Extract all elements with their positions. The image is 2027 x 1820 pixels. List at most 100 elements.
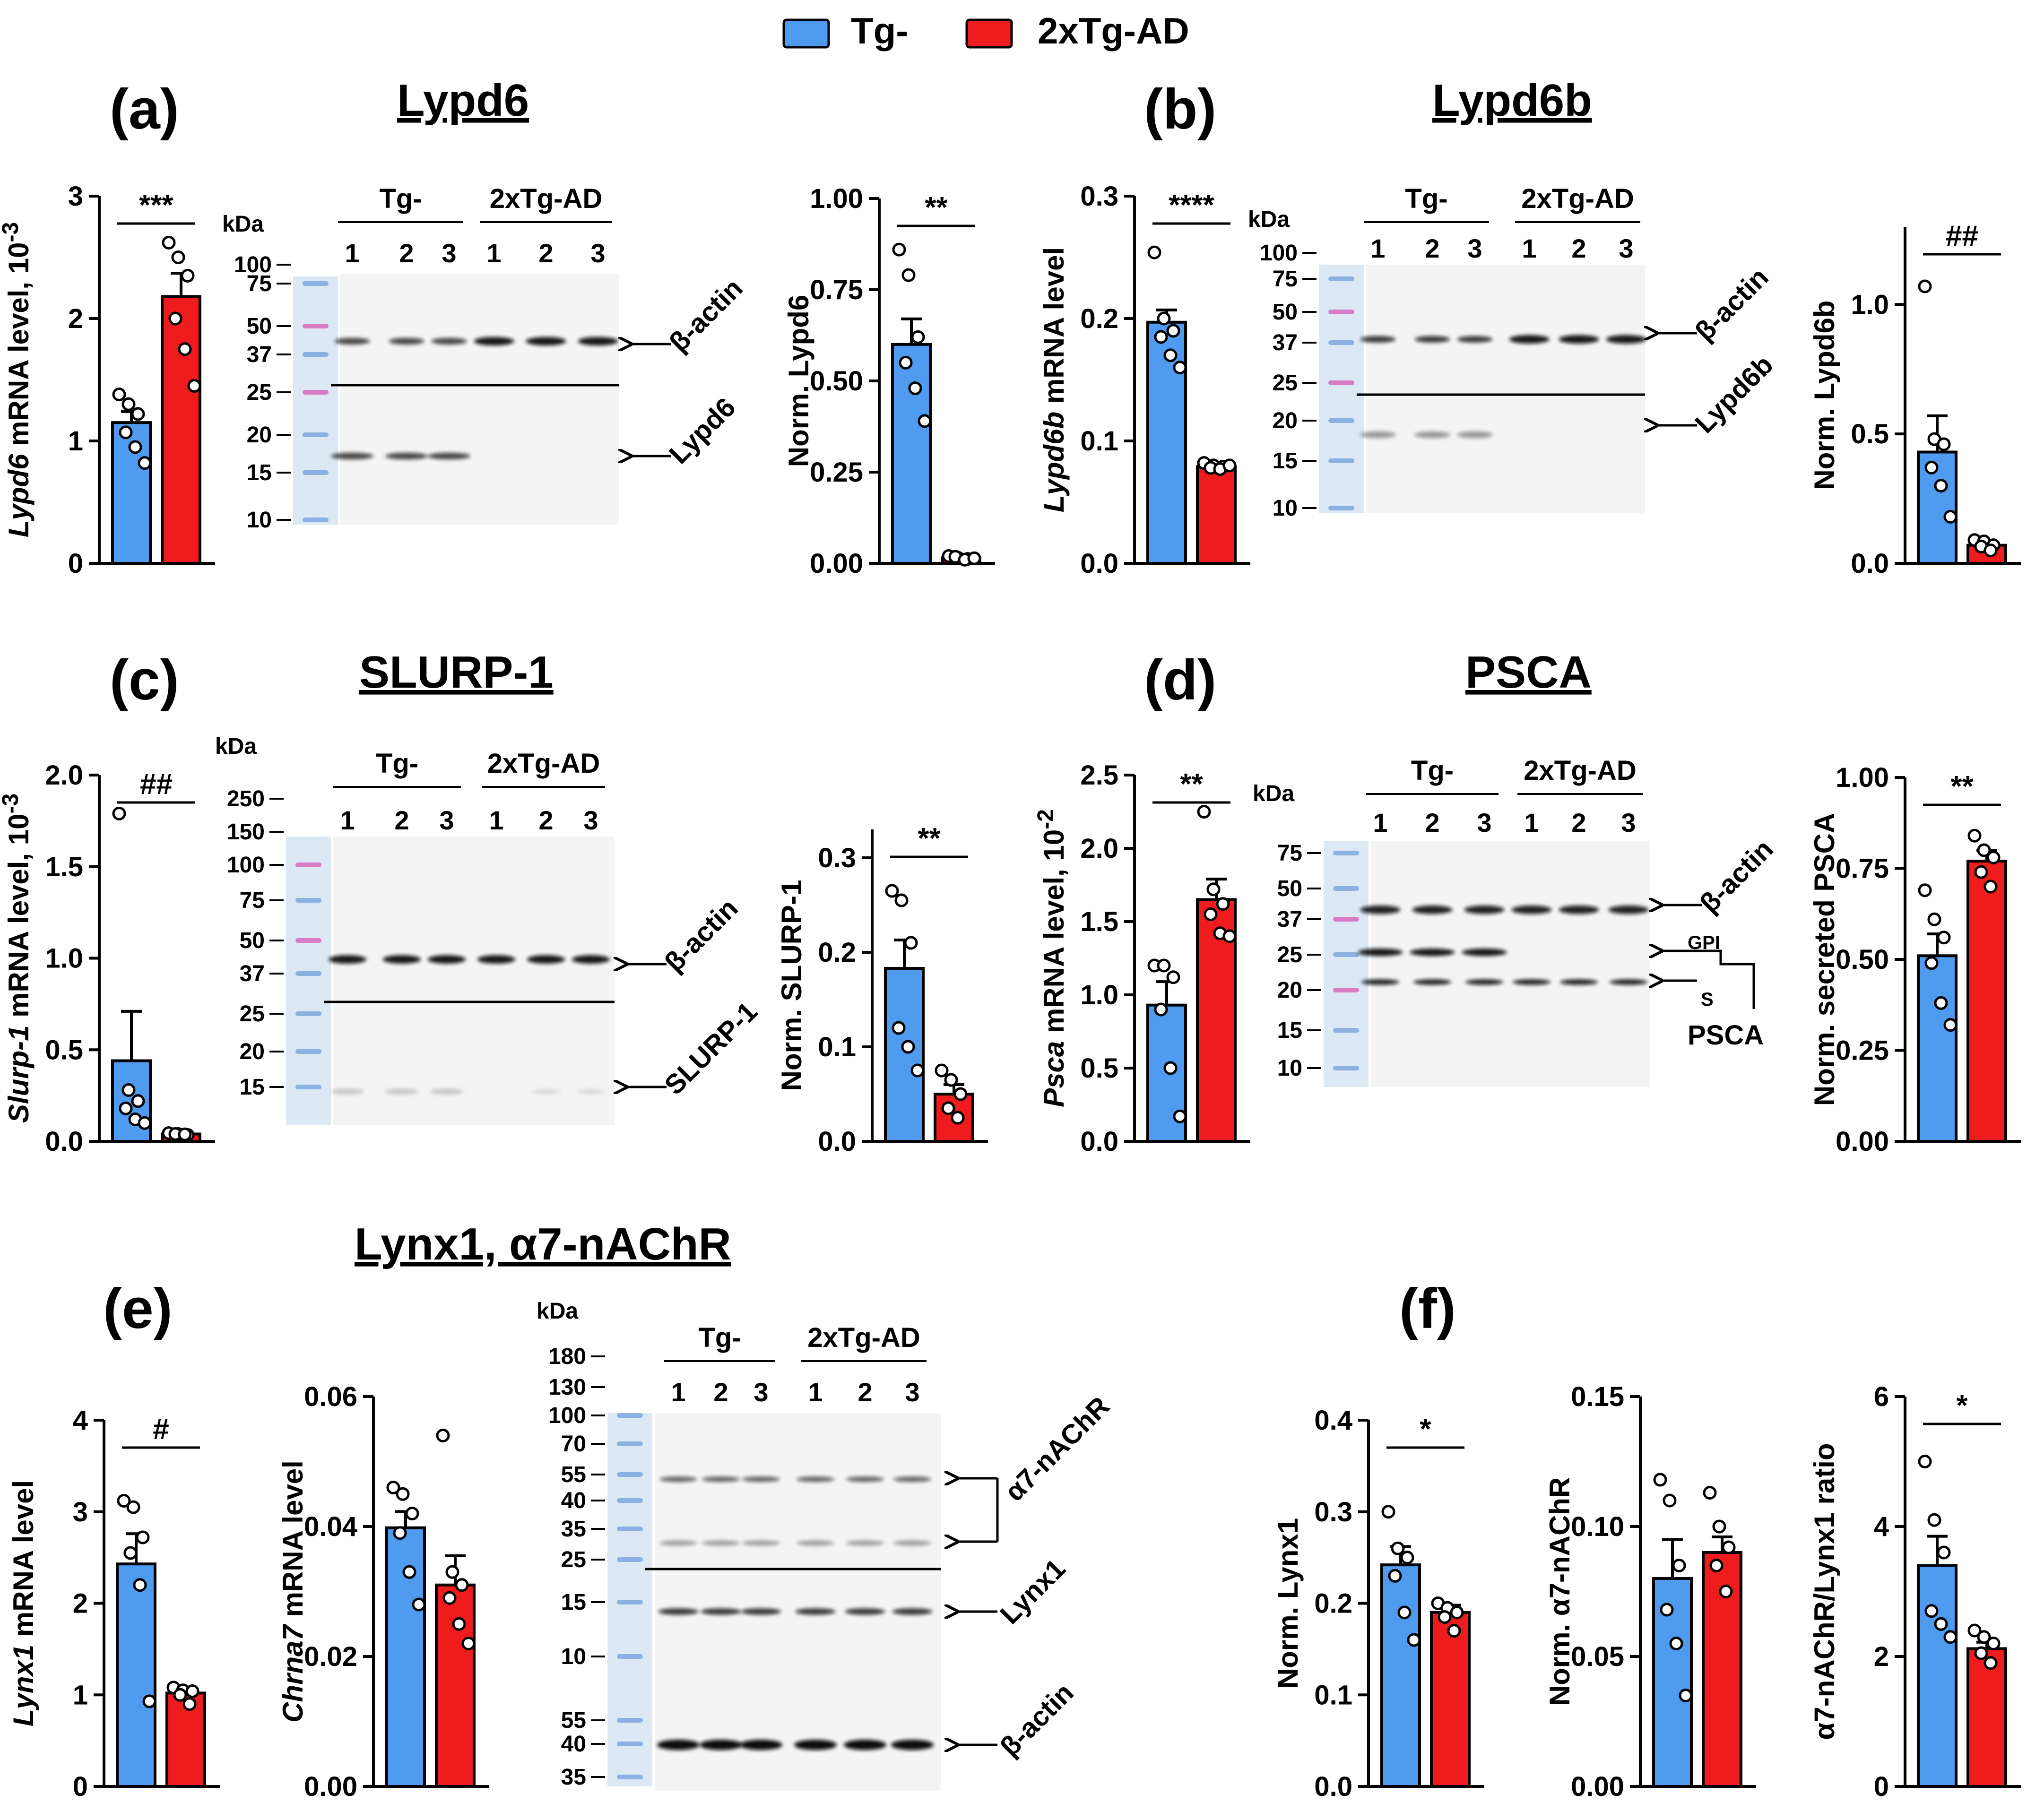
marker-label: 55 bbox=[561, 1708, 586, 1733]
data-point bbox=[967, 551, 981, 565]
ladder-strip bbox=[293, 276, 338, 525]
lane-label: 1 bbox=[340, 805, 355, 835]
data-point bbox=[1986, 850, 2001, 864]
marker-label: 35 bbox=[561, 1765, 586, 1790]
ladder-band bbox=[1328, 310, 1354, 314]
ladder-band bbox=[295, 863, 321, 867]
data-point bbox=[1974, 1646, 1988, 1660]
ladder-band bbox=[295, 898, 321, 903]
data-point bbox=[1984, 880, 1998, 894]
legend: Tg- 2xTg-AD bbox=[782, 10, 1189, 52]
ladder-band bbox=[1333, 886, 1359, 891]
ladder-band bbox=[295, 1011, 321, 1016]
marker-label: 15 bbox=[1277, 1018, 1302, 1043]
ladder-band bbox=[303, 390, 329, 395]
panel-letter-e: (e) bbox=[103, 1277, 173, 1340]
y-axis-label: α7-nAChR/Lynx1 ratio bbox=[1809, 1443, 1840, 1740]
y-axis-label: Norm. Lynx1 bbox=[1272, 1518, 1304, 1689]
lane-label: 3 bbox=[1619, 233, 1633, 263]
protein-band bbox=[659, 1476, 697, 1482]
y-tick-label: 1.5 bbox=[1080, 906, 1118, 937]
marker-label: 10 bbox=[561, 1644, 586, 1669]
protein-band bbox=[1410, 949, 1455, 956]
chart-f3: 0 2 4 6 α7-nAChR/Lynx1 ratio * bbox=[1809, 1381, 2021, 1802]
marker-label: 15 bbox=[1273, 449, 1298, 474]
ladder-band bbox=[303, 324, 329, 328]
marker-label: 180 bbox=[548, 1344, 586, 1369]
data-point bbox=[1967, 1623, 1982, 1638]
data-point bbox=[1166, 970, 1180, 984]
group-label-ad: 2xTg-AD bbox=[487, 748, 600, 779]
marker-label: 20 bbox=[1273, 408, 1298, 433]
protein-band bbox=[742, 1476, 780, 1482]
y-tick-label: 6 bbox=[1874, 1381, 1889, 1412]
marker-label: 25 bbox=[1277, 942, 1302, 967]
data-point bbox=[1672, 1559, 1686, 1572]
marker-label: 150 bbox=[227, 819, 265, 845]
protein-band bbox=[797, 1540, 834, 1546]
data-point bbox=[1712, 1519, 1726, 1534]
lane-label: 3 bbox=[439, 805, 454, 835]
data-point bbox=[185, 1684, 199, 1698]
marker-label: 50 bbox=[240, 928, 265, 953]
ladder-strip bbox=[286, 837, 331, 1125]
data-point bbox=[142, 1694, 156, 1708]
group-label-ad: 2xTg-AD bbox=[1524, 755, 1636, 786]
data-point bbox=[131, 1094, 145, 1108]
kda-label: kDa bbox=[215, 734, 257, 759]
band-label: Lypd6 bbox=[663, 392, 741, 470]
marker-label: 70 bbox=[561, 1432, 586, 1457]
protein-band bbox=[1610, 979, 1647, 985]
panel-letter-f: (f) bbox=[1399, 1277, 1456, 1340]
y-tick-label: 0.50 bbox=[810, 366, 863, 397]
data-point bbox=[187, 379, 201, 393]
marker-label: 15 bbox=[240, 1075, 265, 1100]
y-tick-label: 1.00 bbox=[810, 183, 863, 214]
band-label: β-actin bbox=[994, 1677, 1079, 1762]
data-point bbox=[178, 342, 192, 356]
protein-band bbox=[1606, 335, 1646, 344]
band-label: β-actin bbox=[658, 893, 744, 978]
significance-label: ** bbox=[1950, 770, 1974, 803]
protein-band bbox=[578, 337, 618, 345]
marker-label: 15 bbox=[247, 460, 272, 485]
lane-label: 1 bbox=[1522, 233, 1536, 263]
ladder-band bbox=[303, 352, 329, 357]
chart-b2: 0.0 0.5 1.0 Norm. Lypd6b ## bbox=[1809, 220, 2021, 579]
marker-label: 55 bbox=[561, 1462, 586, 1487]
data-point bbox=[121, 1083, 136, 1097]
y-tick-label: 2.0 bbox=[1080, 833, 1118, 864]
y-axis-label: Chrna7 mRNA level bbox=[277, 1460, 309, 1723]
chart-c2: 0.0 0.1 0.2 0.3 Norm. SLURP-1 ** bbox=[776, 822, 988, 1157]
kda-label: kDa bbox=[537, 1299, 578, 1324]
data-point bbox=[1388, 1569, 1402, 1583]
data-point bbox=[117, 1494, 131, 1508]
marker-label: 50 bbox=[1277, 876, 1302, 901]
protein-band bbox=[572, 955, 610, 964]
y-axis-label: Psca mRNA level, 10-2 bbox=[1033, 809, 1070, 1107]
legend-label-tg: Tg- bbox=[851, 10, 908, 52]
lane-label: 3 bbox=[1621, 808, 1636, 837]
data-point bbox=[1679, 1689, 1693, 1702]
protein-band bbox=[700, 1740, 742, 1750]
lane-label: 1 bbox=[345, 238, 359, 268]
protein-band bbox=[846, 1476, 884, 1482]
y-tick-label: 0.5 bbox=[1851, 419, 1889, 449]
significance-label: # bbox=[153, 1413, 169, 1446]
kda-label: kDa bbox=[1253, 781, 1294, 806]
data-point bbox=[1967, 828, 1982, 843]
panel-title-c: SLURP-1 bbox=[359, 647, 554, 698]
data-point bbox=[1986, 1637, 2001, 1650]
protein-band bbox=[659, 1540, 697, 1546]
protein-band bbox=[385, 453, 428, 459]
data-point bbox=[1974, 865, 1988, 879]
ladder-band bbox=[295, 1085, 321, 1089]
data-point bbox=[911, 330, 925, 344]
protein-band bbox=[383, 955, 421, 964]
legend-swatch-ad bbox=[965, 18, 1013, 49]
section-headers: (a) Lypd6 (b) Lypd6b (c) SLURP-1 (d) PSC… bbox=[103, 75, 1592, 1340]
bar-ad bbox=[435, 1583, 476, 1788]
protein-band bbox=[657, 1740, 700, 1750]
